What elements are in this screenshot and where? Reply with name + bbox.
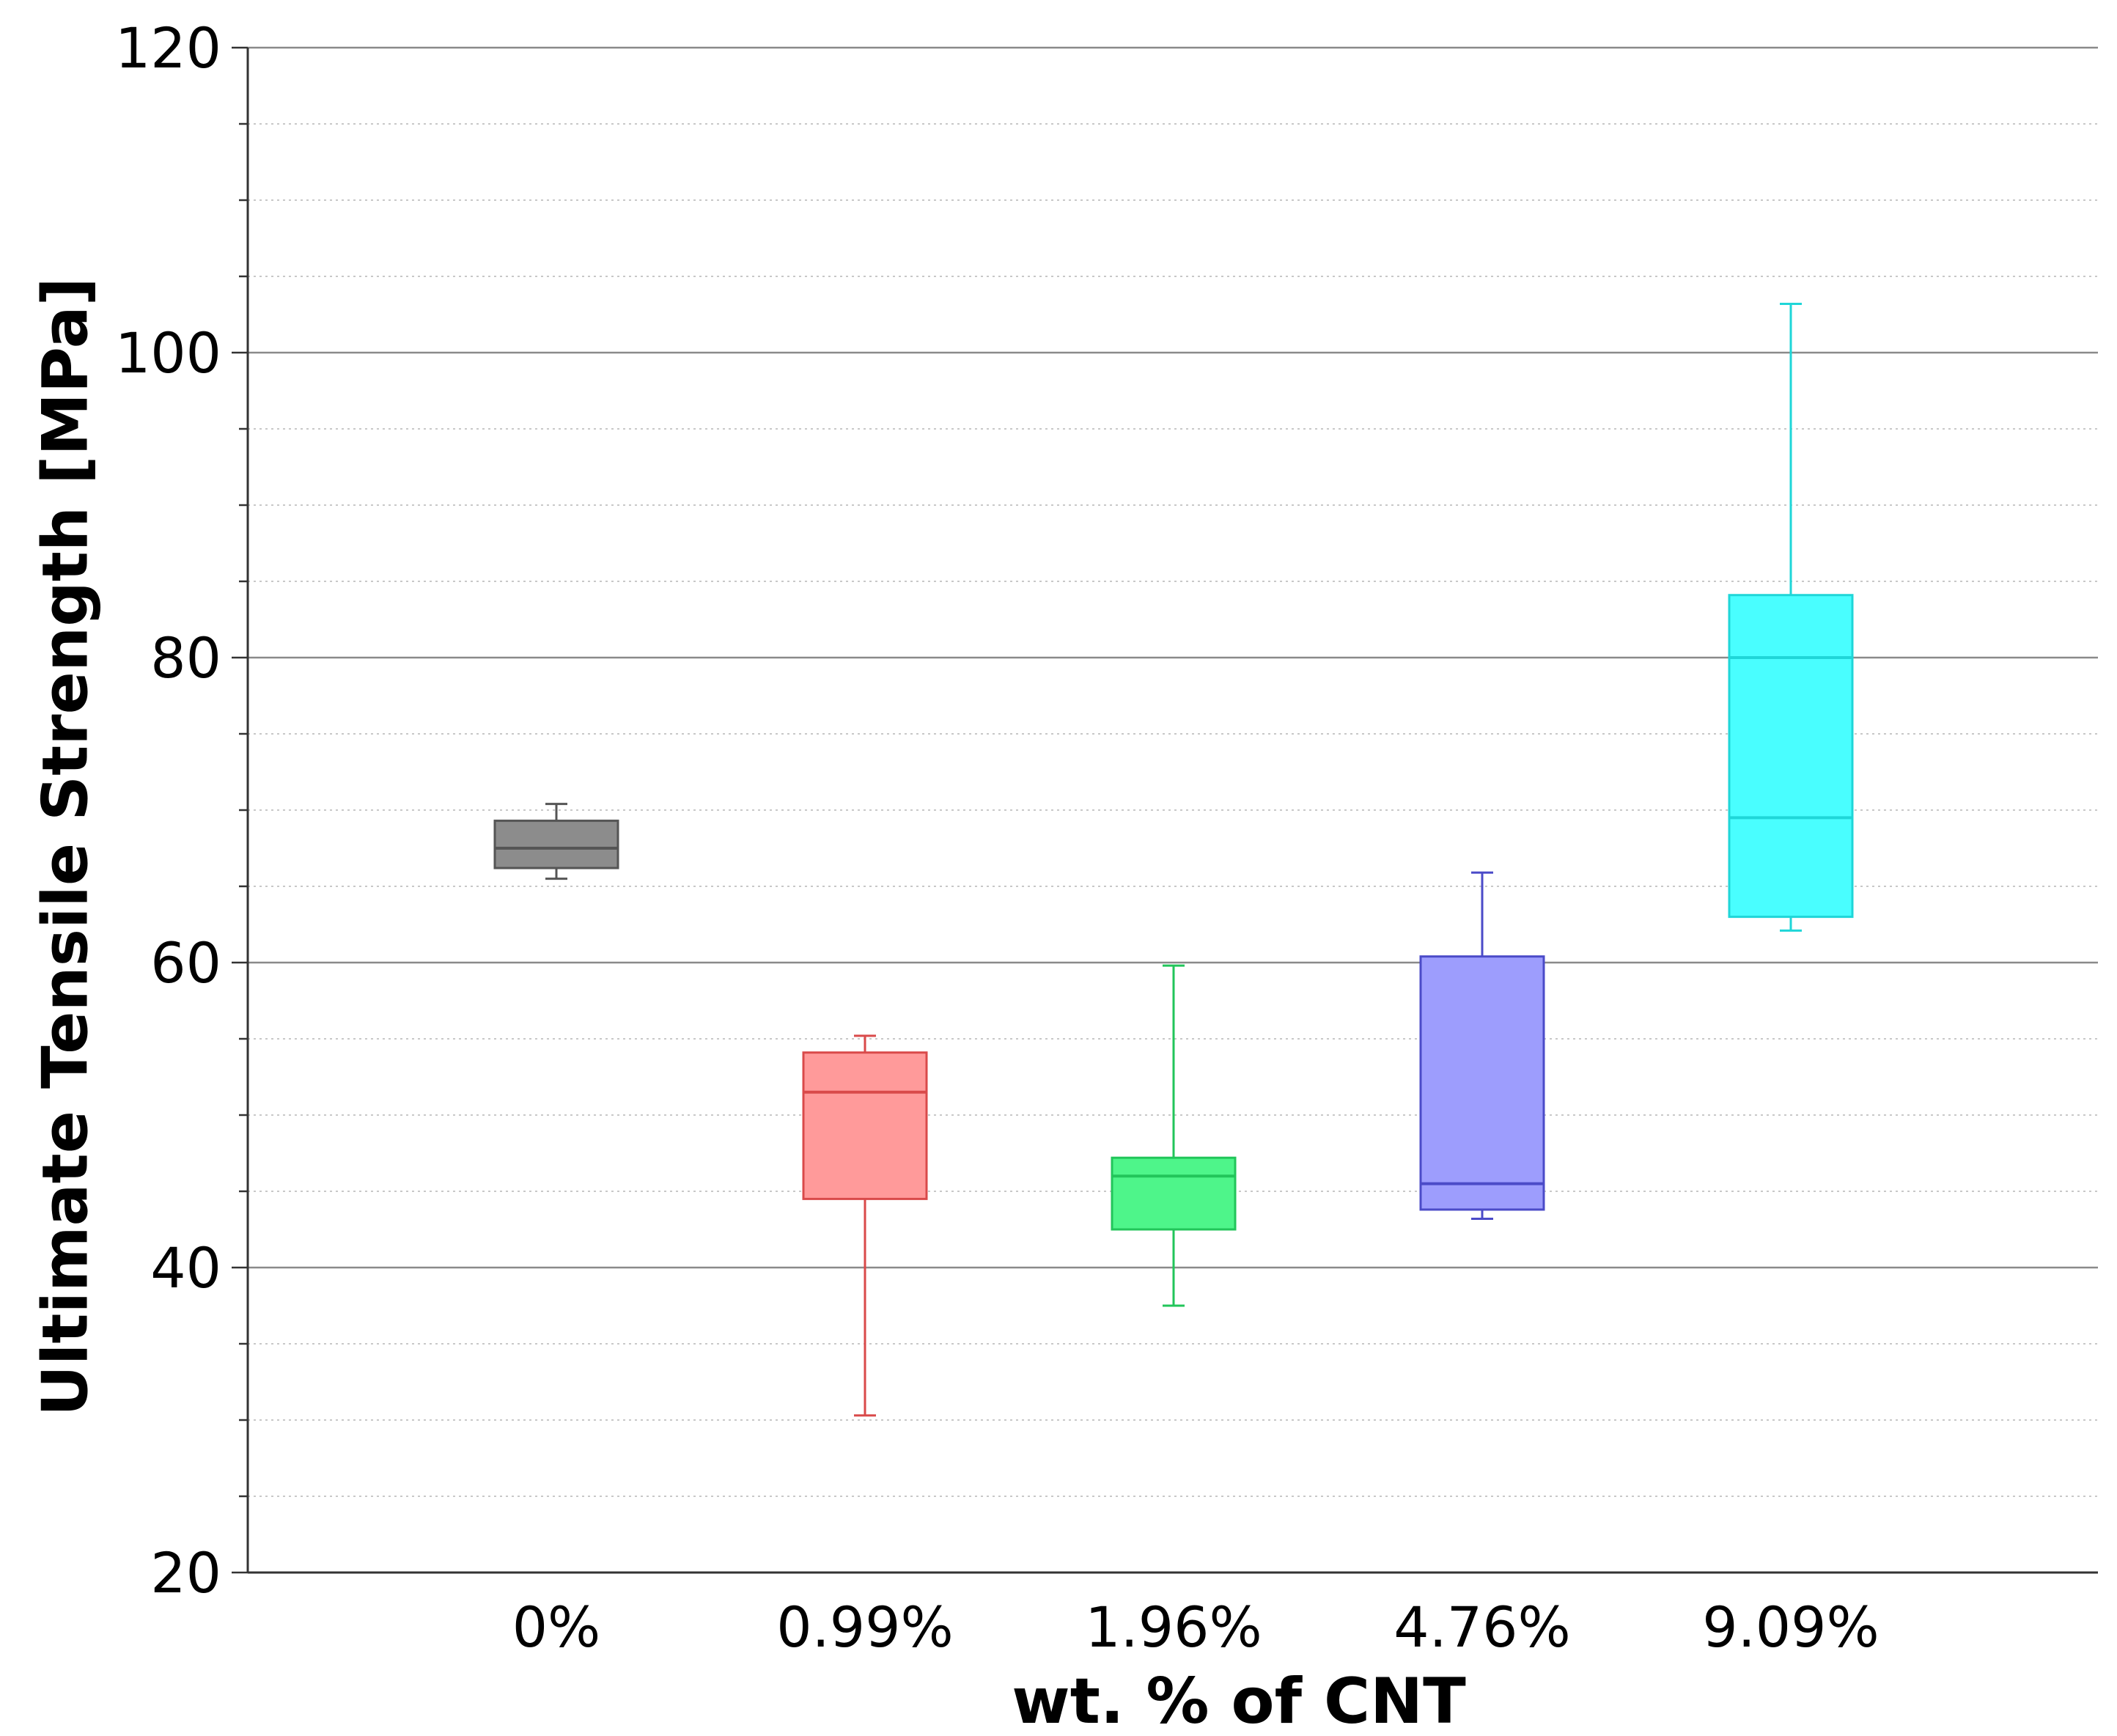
x-axis-title: wt. % of CNT (1012, 1665, 1466, 1736)
iqr-box (802, 1051, 928, 1200)
y-axis-title: Ultimate Tensile Strength [MPa] (29, 277, 102, 1416)
y-tick-label: 80 (150, 625, 221, 691)
box-group (1728, 302, 1854, 932)
box-group (493, 803, 619, 880)
iqr-box (1111, 1156, 1237, 1231)
x-tick-label: 1.96% (1085, 1595, 1262, 1660)
y-tick-label: 60 (150, 930, 221, 996)
y-tick-label: 40 (150, 1235, 221, 1301)
box-group (1111, 964, 1237, 1307)
x-tick-label: 0.99% (776, 1595, 953, 1660)
tick-labels: 20 40 60 80 100 120 0% 0.99% 1.96% 4.76% 9.09% (115, 15, 1879, 1660)
x-tick-label: 0% (512, 1595, 601, 1660)
box-group (802, 1034, 928, 1417)
box-group (1419, 871, 1545, 1220)
x-tick-label: 9.09% (1702, 1595, 1879, 1660)
boxes (493, 302, 1854, 1417)
x-tick-label: 4.76% (1393, 1595, 1570, 1660)
y-tick-label: 20 (150, 1540, 221, 1606)
y-tick-label: 120 (115, 15, 221, 81)
axes (232, 46, 2098, 1574)
iqr-box (493, 820, 619, 869)
iqr-box (1728, 594, 1854, 919)
grid-lines (248, 46, 2098, 1497)
iqr-box (1419, 955, 1545, 1211)
y-tick-label: 100 (115, 320, 221, 386)
